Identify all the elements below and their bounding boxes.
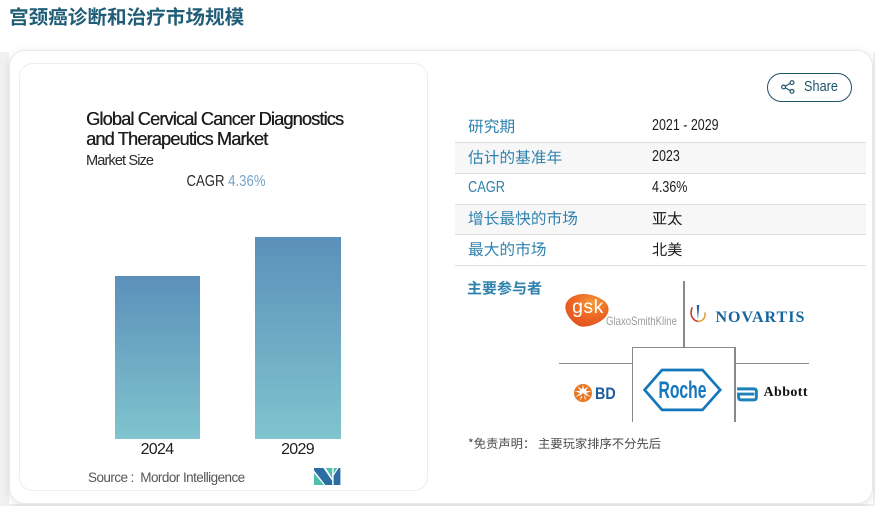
svg-text:Roche: Roche [659,377,707,404]
